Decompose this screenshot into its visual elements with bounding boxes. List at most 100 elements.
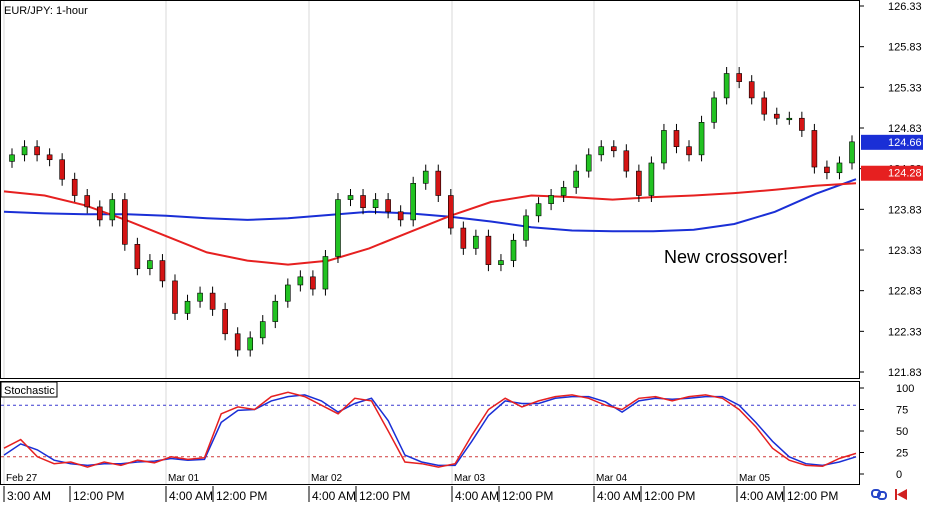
time-label: 4:00 AM — [312, 489, 356, 503]
candle-bullish — [711, 97, 717, 123]
candle-bullish — [585, 154, 592, 172]
price-tick-label: 123.33 — [888, 245, 922, 257]
price-tick-label: 125.83 — [888, 42, 922, 54]
candle-bullish — [648, 162, 655, 196]
crossover-annotation: New crossover! — [664, 247, 788, 267]
candle-bullish — [698, 122, 705, 156]
candle-bullish — [786, 117, 793, 121]
price-tick-label: 125.33 — [888, 82, 922, 94]
stochastic-panel — [0, 381, 860, 485]
candle-bearish — [360, 195, 366, 209]
date-label: Feb 27 — [6, 473, 38, 484]
time-label: 12:00 PM — [502, 489, 553, 503]
candle-bullish — [723, 73, 730, 99]
candle-bullish — [422, 170, 429, 184]
candle-bearish — [222, 309, 228, 335]
time-label: 12:00 PM — [216, 489, 267, 503]
price-tick-label: 126.33 — [888, 1, 922, 13]
candle-bullish — [322, 256, 329, 290]
date-label: Mar 03 — [454, 473, 486, 484]
indicator-label: Stochastic — [4, 385, 55, 397]
ma-blue-line — [3, 178, 857, 233]
candle-bearish — [310, 276, 316, 290]
candle-bullish — [21, 146, 28, 156]
candle-bearish — [134, 244, 141, 270]
price-tick-label: 124.83 — [888, 123, 922, 135]
time-label: 4:00 AM — [597, 489, 641, 503]
candle-bullish — [197, 292, 203, 302]
indicator-label-box — [0, 381, 58, 398]
candle-bullish — [285, 284, 291, 302]
price-label-value: 124.66 — [888, 137, 922, 149]
stochastic-tick-label: 75 — [896, 405, 908, 417]
date-label: Mar 05 — [739, 473, 771, 484]
time-label: 12:00 PM — [73, 489, 124, 503]
candle-bearish — [811, 130, 818, 168]
candle-bullish — [473, 235, 479, 249]
candle-bearish — [96, 206, 103, 221]
date-label: Mar 02 — [311, 473, 343, 484]
candle-bearish — [485, 235, 492, 265]
scroll-end-icon[interactable] — [895, 489, 907, 500]
candle-bearish — [397, 211, 404, 221]
candle-bearish — [824, 166, 830, 174]
candle-bullish — [523, 215, 529, 241]
stochastic-tick-label: 50 — [896, 426, 908, 438]
candle-bearish — [34, 146, 40, 156]
candle-bullish — [184, 300, 191, 314]
candle-bearish — [686, 146, 692, 156]
candle-bullish — [661, 130, 667, 164]
candle-bullish — [247, 337, 254, 351]
candle-bearish — [673, 130, 680, 148]
price-label-box — [861, 165, 923, 181]
time-label: 3:00 AM — [7, 489, 51, 503]
candle-bullish — [259, 321, 266, 339]
candle-bullish — [109, 199, 116, 221]
candle-bullish — [147, 260, 153, 270]
candle-bearish — [435, 170, 442, 196]
candle-bearish — [773, 113, 780, 119]
ma-red-line — [3, 182, 857, 266]
stochastic-tick-label: 0 — [896, 469, 902, 481]
candle-bullish — [9, 154, 15, 162]
chart-link-icon[interactable] — [871, 489, 887, 500]
candle-bearish — [736, 73, 742, 82]
candle-bearish — [448, 195, 454, 229]
candle-bearish — [159, 260, 166, 282]
time-label: 12:00 PM — [787, 489, 838, 503]
candle-bullish — [410, 183, 416, 221]
candle-bullish — [372, 199, 379, 209]
time-label: 12:00 PM — [644, 489, 695, 503]
candle-bearish — [234, 333, 241, 351]
candle-bearish — [59, 159, 65, 180]
candle-bearish — [623, 150, 630, 172]
candle-bullish — [535, 203, 542, 217]
stochastic-k-line — [3, 391, 857, 468]
price-panel — [0, 0, 860, 379]
candle-bullish — [272, 300, 279, 322]
candle-bullish — [297, 276, 304, 286]
candle-bullish — [573, 170, 579, 188]
price-tick-label: 123.83 — [888, 204, 922, 216]
candle-bearish — [172, 280, 178, 314]
candle-bearish — [209, 292, 216, 310]
price-tick-label: 121.83 — [888, 367, 922, 379]
time-label: 4:00 AM — [169, 489, 213, 503]
candle-bullish — [347, 195, 354, 200]
candle-bearish — [122, 199, 128, 245]
candle-bullish — [836, 162, 843, 174]
candle-bullish — [849, 141, 855, 164]
candle-bearish — [748, 81, 755, 99]
candle-bullish — [598, 146, 605, 156]
price-tick-label: 122.33 — [888, 326, 922, 338]
candle-bullish — [498, 260, 504, 265]
candle-bearish — [460, 227, 467, 249]
candle-bearish — [46, 154, 53, 161]
price-tick-label: 122.83 — [888, 286, 922, 298]
candle-bearish — [84, 195, 91, 208]
time-label: 12:00 PM — [359, 489, 410, 503]
stochastic-tick-label: 25 — [896, 448, 908, 460]
time-label: 4:00 AM — [455, 489, 499, 503]
date-label: Mar 01 — [168, 473, 200, 484]
